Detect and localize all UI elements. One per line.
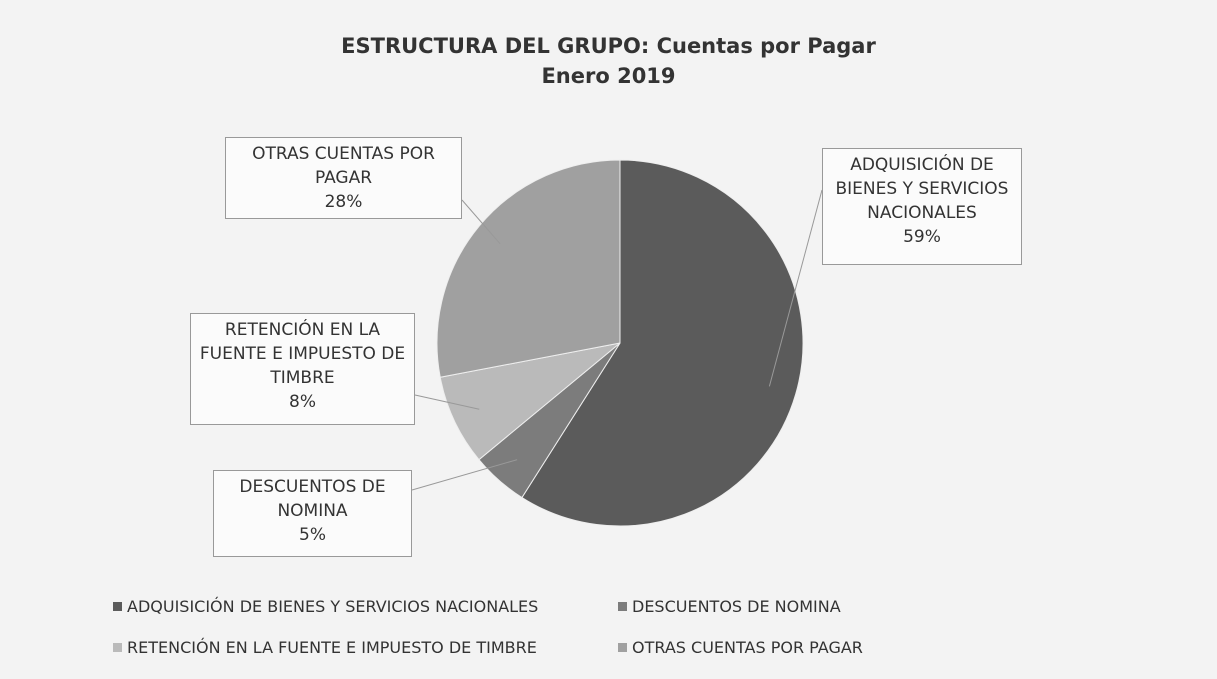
- data-label: DESCUENTOS DE NOMINA 5%: [213, 470, 412, 557]
- label-category: DESCUENTOS DE NOMINA: [239, 477, 386, 521]
- legend-swatch: [618, 643, 627, 652]
- legend-item: ADQUISICIÓN DE BIENES Y SERVICIOS NACION…: [113, 597, 538, 616]
- chart-subtitle: Enero 2019: [541, 64, 676, 88]
- data-label: ADQUISICIÓN DE BIENES Y SERVICIOS NACION…: [822, 148, 1022, 265]
- label-value: 8%: [289, 392, 316, 412]
- label-value: 5%: [299, 525, 326, 545]
- legend-item: RETENCIÓN EN LA FUENTE E IMPUESTO DE TIM…: [113, 638, 537, 657]
- label-category: OTRAS CUENTAS POR PAGAR: [252, 144, 435, 188]
- label-category: ADQUISICIÓN DE BIENES Y SERVICIOS NACION…: [835, 155, 1009, 223]
- legend-swatch: [113, 643, 122, 652]
- label-value: 28%: [324, 192, 363, 212]
- legend-item: DESCUENTOS DE NOMINA: [618, 597, 841, 616]
- pie-slice: [521, 159, 804, 527]
- chart-title: ESTRUCTURA DEL GRUPO: Cuentas por Pagar: [341, 34, 876, 58]
- legend-item: OTRAS CUENTAS POR PAGAR: [618, 638, 863, 657]
- legend-label: ADQUISICIÓN DE BIENES Y SERVICIOS NACION…: [127, 597, 539, 616]
- leader-line: [461, 199, 501, 245]
- legend-swatch: [113, 602, 122, 611]
- leader-line: [768, 189, 823, 387]
- pie-slice: [436, 159, 621, 378]
- label-value: 59%: [903, 227, 941, 247]
- label-category: RETENCIÓN EN LA FUENTE E IMPUESTO DE TIM…: [199, 320, 406, 388]
- pie-slice: [439, 342, 621, 461]
- data-label: OTRAS CUENTAS POR PAGAR 28%: [225, 137, 462, 219]
- legend-label: OTRAS CUENTAS POR PAGAR: [632, 638, 863, 657]
- legend-label: RETENCIÓN EN LA FUENTE E IMPUESTO DE TIM…: [127, 638, 537, 657]
- legend-label: DESCUENTOS DE NOMINA: [632, 597, 841, 616]
- leader-line: [411, 459, 518, 491]
- data-label: RETENCIÓN EN LA FUENTE E IMPUESTO DE TIM…: [190, 313, 415, 425]
- leader-line: [414, 394, 480, 410]
- legend-swatch: [618, 602, 627, 611]
